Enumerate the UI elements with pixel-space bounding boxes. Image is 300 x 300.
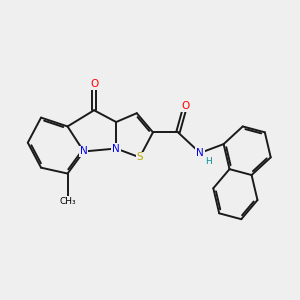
Text: CH₃: CH₃ <box>59 197 76 206</box>
Text: N: N <box>80 146 88 157</box>
Text: H: H <box>206 157 212 166</box>
Text: O: O <box>90 79 98 89</box>
Text: S: S <box>136 152 143 162</box>
Text: N: N <box>112 143 120 154</box>
Text: O: O <box>181 101 190 111</box>
Text: N: N <box>196 148 204 158</box>
